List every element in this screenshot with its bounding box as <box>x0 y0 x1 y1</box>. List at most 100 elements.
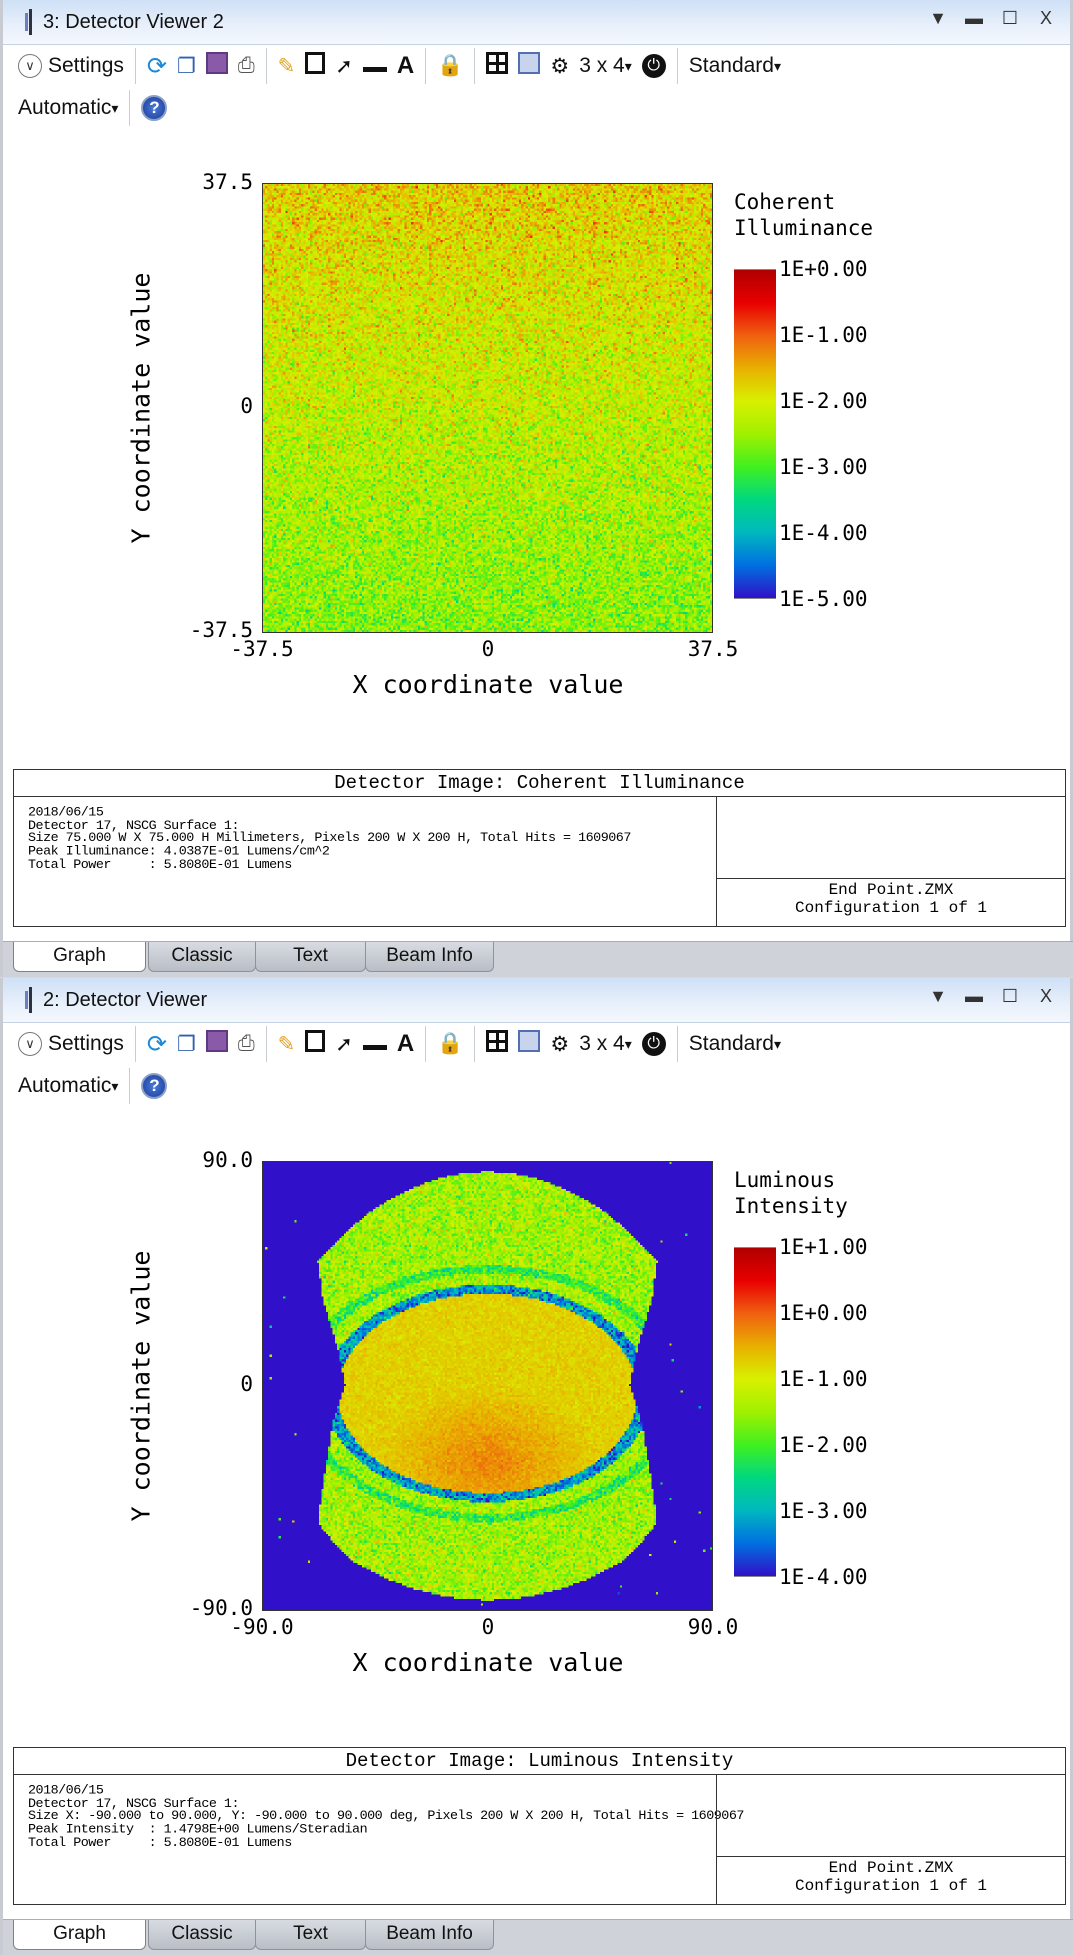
close-button[interactable]: X <box>1039 8 1052 28</box>
tab-text[interactable]: Text <box>255 942 366 972</box>
text-button[interactable]: A <box>397 49 414 83</box>
tab-bar: Graph Classic Text Beam Info <box>3 941 1073 977</box>
print-button[interactable]: ⎙ <box>238 1027 255 1061</box>
tab-classic[interactable]: Classic <box>148 942 256 972</box>
colorbar-label: 1E-5.00 <box>779 587 868 611</box>
automatic-dropdown[interactable]: Automatic <box>18 91 118 125</box>
tab-graph[interactable]: Graph <box>13 1920 146 1950</box>
standard-dropdown[interactable]: Standard <box>689 1027 781 1061</box>
window-title: 3: Detector Viewer 2 <box>43 10 224 33</box>
grid-icon <box>486 1030 509 1058</box>
power-icon: ⏻ <box>641 1032 666 1056</box>
configuration-label: Configuration 1 of 1 <box>794 1877 988 1895</box>
x-tick-label: -37.5 <box>230 637 294 661</box>
configuration-label: Configuration 1 of 1 <box>794 899 988 917</box>
lock-button[interactable]: 🔒 <box>437 1027 463 1061</box>
y-tick-label: -37.5 <box>189 618 253 642</box>
tab-graph[interactable]: Graph <box>13 942 146 972</box>
tab-beam-info[interactable]: Beam Info <box>365 1920 494 1950</box>
lock-icon: 🔒 <box>437 1032 464 1055</box>
minimize-button[interactable]: ▬ <box>965 986 983 1006</box>
maximize-button[interactable]: ☐ <box>1001 986 1019 1006</box>
arrow-button[interactable]: ➚ <box>335 1027 353 1061</box>
arrow-button[interactable]: ➚ <box>335 49 353 83</box>
layers-button[interactable]: ⚙ <box>550 1027 569 1061</box>
settings-label: Settings <box>48 1032 124 1055</box>
text-button[interactable]: A <box>397 1027 414 1061</box>
layers-button[interactable]: ⚙ <box>550 49 569 83</box>
copy-icon: ❐ <box>177 54 196 78</box>
automatic-dropdown[interactable]: Automatic <box>18 1069 118 1103</box>
standard-dropdown[interactable]: Standard <box>689 49 781 83</box>
x-tick-label: 0 <box>481 637 495 661</box>
heatmap-canvas <box>263 184 712 632</box>
settings-button[interactable]: ∨ Settings <box>18 49 124 83</box>
power-icon: ⏻ <box>641 54 666 78</box>
refresh-icon: ⟳ <box>146 52 167 80</box>
settings-button[interactable]: ∨ Settings <box>18 1027 124 1061</box>
grid-button[interactable] <box>486 49 509 83</box>
info-line: Detector 17, NSCG Surface 1: <box>28 1797 239 1812</box>
lock-icon: 🔒 <box>437 54 464 77</box>
grid-icon <box>486 52 509 80</box>
toolbar-separator <box>129 90 131 126</box>
window-button[interactable] <box>518 49 541 83</box>
info-panel: Detector Image: Luminous Intensity 2018/… <box>13 1747 1066 1905</box>
line-button[interactable] <box>362 1027 387 1061</box>
tab-text[interactable]: Text <box>255 1920 366 1950</box>
grid-button[interactable] <box>486 1027 509 1061</box>
toolbar-separator <box>265 48 267 84</box>
info-line: Total Power : 5.8080E-01 Lumens <box>28 1836 292 1851</box>
colorbar <box>734 269 776 599</box>
copy-button[interactable]: ❐ <box>177 49 196 83</box>
colorbar-label: 1E-3.00 <box>779 455 868 479</box>
copy-icon: ❐ <box>177 1032 196 1056</box>
rectangle-icon <box>305 1030 326 1058</box>
colorbar <box>734 1247 776 1577</box>
grid-size-dropdown[interactable]: 3 x 4 <box>579 49 632 83</box>
rectangle-button[interactable] <box>305 1027 326 1061</box>
power-button[interactable]: ⏻ <box>641 1027 666 1061</box>
print-button[interactable]: ⎙ <box>238 49 255 83</box>
title-bar[interactable]: 2: Detector Viewer ▼ ▬ ☐ X <box>3 978 1070 1023</box>
info-header: Detector Image: Coherent Illuminance <box>14 770 1065 797</box>
pencil-button[interactable]: ✎ <box>278 49 296 83</box>
save-button[interactable] <box>205 1027 228 1061</box>
title-bar[interactable]: 3: Detector Viewer 2 ▼ ▬ ☐ X <box>3 0 1070 45</box>
toolbar: ∨ Settings ⟳ ❐ ⎙ ✎ ➚ A 🔒 ⚙ 3 x 4 ⏻ Standard <box>13 46 786 86</box>
window-menu-button[interactable]: ▼ <box>929 8 947 28</box>
line-button[interactable] <box>362 49 387 83</box>
minimize-button[interactable]: ▬ <box>965 8 983 28</box>
y-tick-label: -90.0 <box>189 1596 253 1620</box>
legend-title: Luminous Intensity <box>734 1168 848 1218</box>
help-button[interactable]: ? <box>141 91 168 125</box>
heatmap-canvas <box>263 1162 712 1610</box>
toolbar-separator <box>129 1068 131 1104</box>
window-menu-button[interactable]: ▼ <box>929 986 947 1006</box>
refresh-button[interactable]: ⟳ <box>147 1027 167 1061</box>
toolbar-separator <box>134 48 136 84</box>
help-button[interactable]: ? <box>141 1069 168 1103</box>
colorbar-label: 1E+1.00 <box>779 1235 868 1259</box>
detector-image-plot[interactable] <box>262 183 713 633</box>
colorbar-label: 1E-4.00 <box>779 1565 868 1589</box>
copy-button[interactable]: ❐ <box>177 1027 196 1061</box>
detector-viewer-window: 3: Detector Viewer 2 ▼ ▬ ☐ X ∨ Settings ⟳… <box>0 0 1073 977</box>
rectangle-button[interactable] <box>305 49 326 83</box>
maximize-button[interactable]: ☐ <box>1001 8 1019 28</box>
save-button[interactable] <box>205 49 228 83</box>
tab-classic[interactable]: Classic <box>148 1920 256 1950</box>
grid-size-dropdown[interactable]: 3 x 4 <box>579 1027 632 1061</box>
toolbar-separator <box>425 1026 427 1062</box>
power-button[interactable]: ⏻ <box>641 49 666 83</box>
refresh-button[interactable]: ⟳ <box>147 49 167 83</box>
window-button[interactable] <box>518 1027 541 1061</box>
tab-beam-info[interactable]: Beam Info <box>365 942 494 972</box>
info-line: Peak Intensity : 1.4798E+00 Lumens/Stera… <box>28 1823 368 1838</box>
lock-button[interactable]: 🔒 <box>437 49 463 83</box>
close-button[interactable]: X <box>1039 986 1052 1006</box>
app-icon <box>13 9 35 35</box>
pencil-button[interactable]: ✎ <box>278 1027 296 1061</box>
detector-image-plot[interactable] <box>262 1161 713 1611</box>
toolbar-separator <box>676 1026 678 1062</box>
